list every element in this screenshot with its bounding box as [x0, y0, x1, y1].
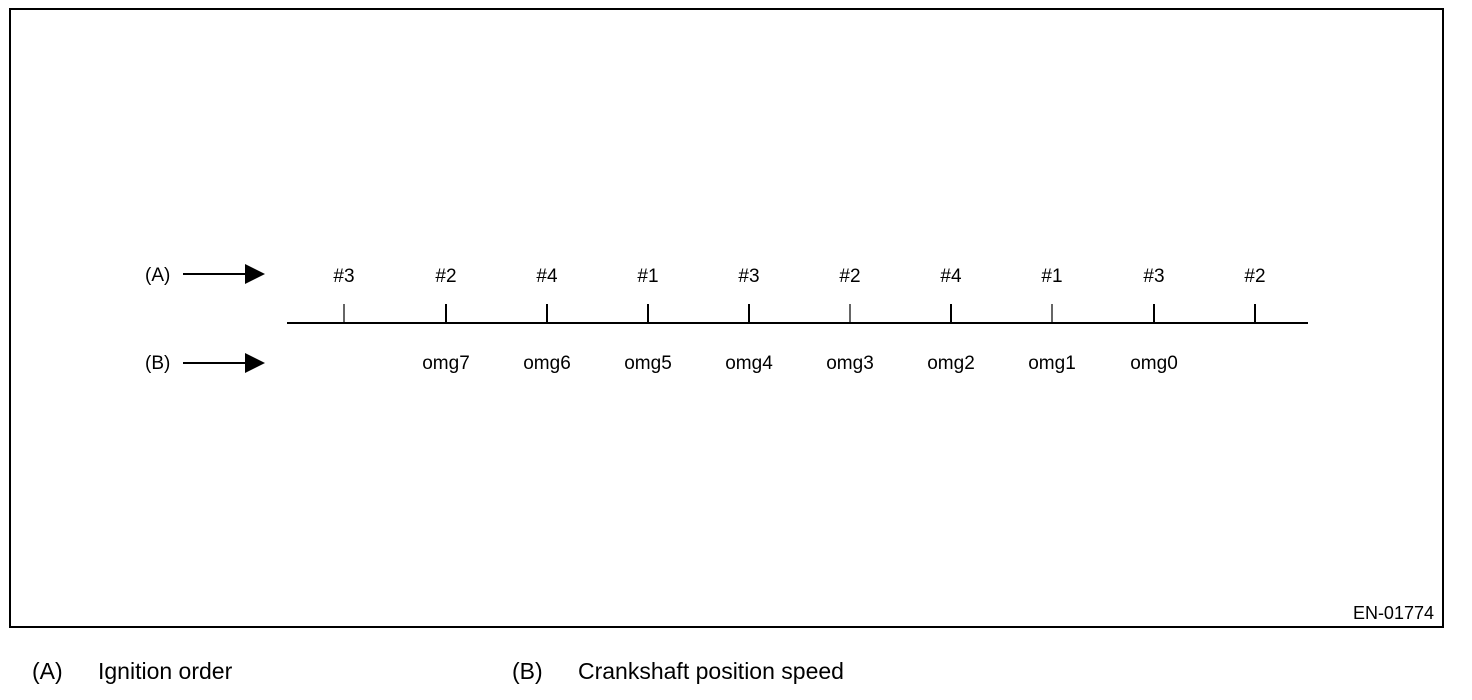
ignition-label: #1	[637, 266, 658, 287]
ignition-label: #1	[1041, 266, 1062, 287]
legend-item-a: (A) Ignition order	[32, 658, 232, 685]
ignition-label: #4	[940, 266, 962, 287]
ignition-label: #2	[1244, 266, 1265, 287]
legend-item-b: (B) Crankshaft position speed	[512, 658, 844, 685]
ignition-label: #4	[536, 266, 558, 287]
ignition-label: #2	[839, 266, 860, 287]
crank-speed-label: omg0	[1130, 353, 1178, 374]
ignition-label: #3	[1143, 266, 1164, 287]
timeline-ticks	[343, 304, 1256, 323]
figure-id: EN-01774	[1352, 603, 1434, 623]
ignition-label: #3	[333, 266, 354, 287]
ignition-order-labels: #3 #2 #4 #1 #3 #2 #4 #1 #3 #2	[333, 266, 1265, 287]
crank-speed-label: omg4	[725, 353, 773, 374]
legend-key: (A)	[32, 658, 63, 684]
legend-text: Ignition order	[98, 658, 233, 684]
crank-speed-label: omg5	[624, 353, 672, 374]
row-b-arrow-head	[245, 353, 265, 373]
ignition-label: #2	[435, 266, 456, 287]
crank-speed-label: omg2	[927, 353, 975, 374]
crank-speed-label: omg1	[1028, 353, 1076, 374]
legend-text: Crankshaft position speed	[578, 658, 844, 684]
row-a-arrow-head	[245, 264, 265, 284]
legend-key: (B)	[512, 658, 543, 684]
row-a-key: (A)	[145, 265, 170, 286]
crank-speed-label: omg3	[826, 353, 874, 374]
crank-speed-label: omg7	[422, 353, 470, 374]
crank-speed-labels: omg7 omg6 omg5 omg4 omg3 omg2 omg1 omg0	[422, 353, 1178, 374]
diagram-frame	[9, 8, 1444, 628]
row-b-key: (B)	[145, 353, 170, 374]
ignition-label: #3	[738, 266, 759, 287]
crank-speed-label: omg6	[523, 353, 571, 374]
